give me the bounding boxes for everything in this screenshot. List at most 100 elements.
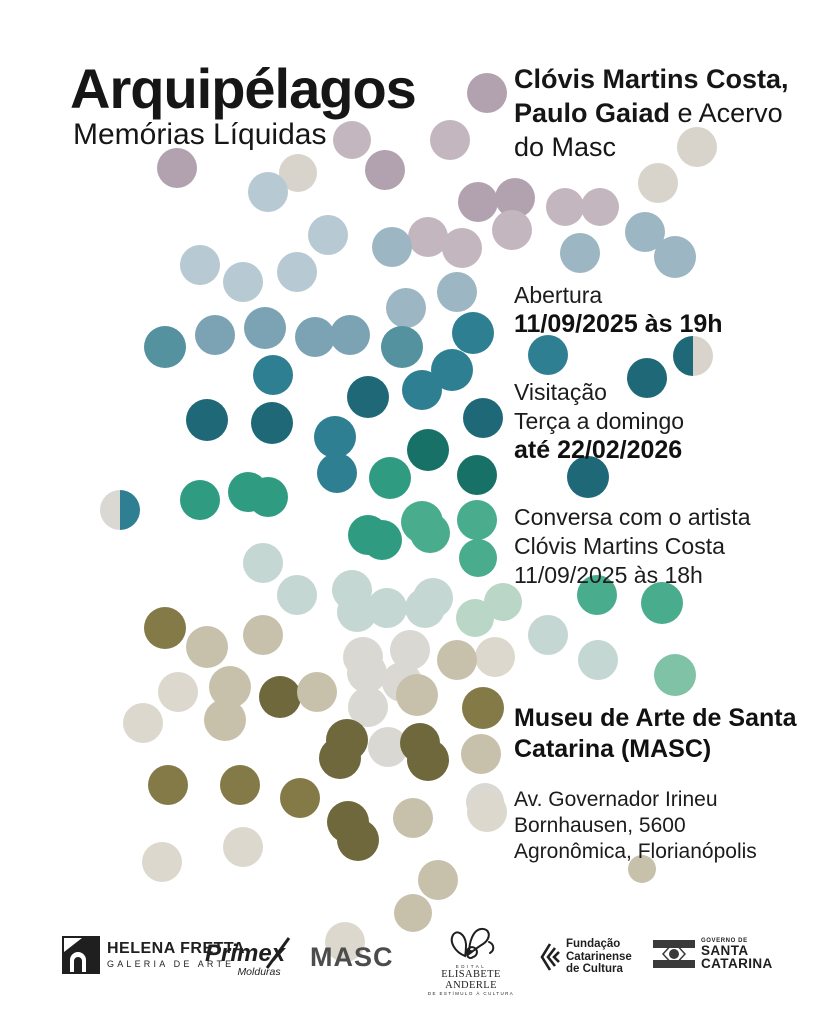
dot [394, 894, 432, 932]
dot [577, 575, 617, 615]
elisabete-edital-label: EDITAL [455, 964, 487, 969]
dot [317, 453, 357, 493]
dot [638, 163, 678, 203]
dot [381, 326, 423, 368]
dot [673, 336, 713, 376]
dot [458, 182, 498, 222]
dot [407, 429, 449, 471]
dot [457, 500, 497, 540]
poster-title: Arquipélagos [70, 57, 417, 120]
dot [408, 217, 448, 257]
dot [180, 245, 220, 285]
artist-line-1: Clóvis Martins Costa, [514, 64, 789, 94]
dot [462, 687, 504, 729]
masc-logo: MASC [310, 942, 394, 972]
dot [186, 399, 228, 441]
address-line-3: Agronômica, Florianópolis [514, 840, 757, 863]
dot [654, 654, 696, 696]
dot [347, 653, 387, 693]
dot [277, 252, 317, 292]
dot [430, 120, 470, 160]
dot [372, 227, 412, 267]
dot [347, 376, 389, 418]
dot [319, 737, 361, 779]
dot [142, 842, 182, 882]
butterfly-scribble-icon [450, 927, 495, 959]
governo-line-1: SANTA [701, 943, 749, 958]
visiting-label: Visitação [514, 379, 607, 405]
dot [546, 188, 584, 226]
primex-logo: Primex Molduras [205, 937, 291, 978]
opening-block: Abertura 11/09/2025 às 19h [514, 281, 814, 339]
opening-label: Abertura [514, 282, 603, 308]
dot [367, 588, 407, 628]
talk-line-3: 11/09/2025 às 18h [514, 562, 703, 588]
elisabete-anderle-logo: EDITAL ELISABETE ANDERLE DE ESTÍMULO À C… [425, 926, 517, 996]
elisabete-name: ELISABETE ANDERLE [441, 969, 501, 991]
visiting-days: Terça a domingo [514, 408, 685, 434]
dot [204, 699, 246, 741]
dot [456, 599, 494, 637]
dot [402, 370, 442, 410]
helena-fretta-logo: HELENA FRETTA GALERIA DE ARTE [62, 936, 245, 974]
dot [654, 236, 696, 278]
dot [186, 626, 228, 668]
visiting-block: Visitação Terça a domingo até 22/02/2026 [514, 378, 814, 465]
dot [475, 637, 515, 677]
helena-fretta-gallery-icon [62, 936, 100, 974]
venue-name: Museu de Arte de Santa Catarina (MASC) [514, 704, 797, 763]
dot [437, 272, 477, 312]
dot [627, 358, 667, 398]
dot [567, 456, 609, 498]
dot [223, 827, 263, 867]
governo-line-2: CATARINA [701, 956, 773, 971]
dot [581, 188, 619, 226]
dot [528, 335, 568, 375]
dot [560, 233, 600, 273]
dot [463, 398, 503, 438]
dot [393, 798, 433, 838]
dot [362, 520, 402, 560]
dot [369, 457, 411, 499]
dot [220, 765, 260, 805]
fcc-line-3: de Cultura [566, 963, 623, 975]
dot [244, 307, 286, 349]
dot [457, 455, 497, 495]
santa-catarina-flag-icon [653, 940, 695, 968]
dot [308, 215, 348, 255]
dot [407, 739, 449, 781]
dot [578, 640, 618, 680]
dot [248, 477, 288, 517]
dot [418, 860, 458, 900]
dot [295, 317, 335, 357]
dot [195, 315, 235, 355]
artist-talk-block: Conversa com o artista Clóvis Martins Co… [514, 503, 814, 590]
dot [277, 575, 317, 615]
dot [405, 588, 445, 628]
governo-sc-logo: GOVERNO DE SANTA CATARINA [653, 938, 773, 970]
elisabete-tagline: DE ESTÍMULO À CULTURA [427, 991, 515, 996]
artist-line-2: Paulo Gaiad e Acervo [514, 98, 783, 128]
dot [467, 73, 507, 113]
artist-line-3: do Masc [514, 132, 617, 162]
artists-block: Clóvis Martins Costa, Paulo Gaiad e Acer… [514, 62, 814, 164]
dot [144, 326, 186, 368]
dot [330, 315, 370, 355]
dot [396, 674, 438, 716]
dot [492, 210, 532, 250]
visiting-until: até 22/02/2026 [514, 436, 683, 464]
dot [223, 262, 263, 302]
dot [259, 676, 301, 718]
dot [337, 819, 379, 861]
talk-line-2: Clóvis Martins Costa [514, 533, 725, 559]
dot [437, 640, 477, 680]
poster-subtitle: Memórias Líquidas [73, 118, 327, 151]
chevrons-icon [540, 943, 560, 971]
dot [459, 539, 497, 577]
dot [248, 172, 288, 212]
dot [365, 150, 405, 190]
dot [628, 855, 656, 883]
talk-line-1: Conversa com o artista [514, 504, 751, 530]
